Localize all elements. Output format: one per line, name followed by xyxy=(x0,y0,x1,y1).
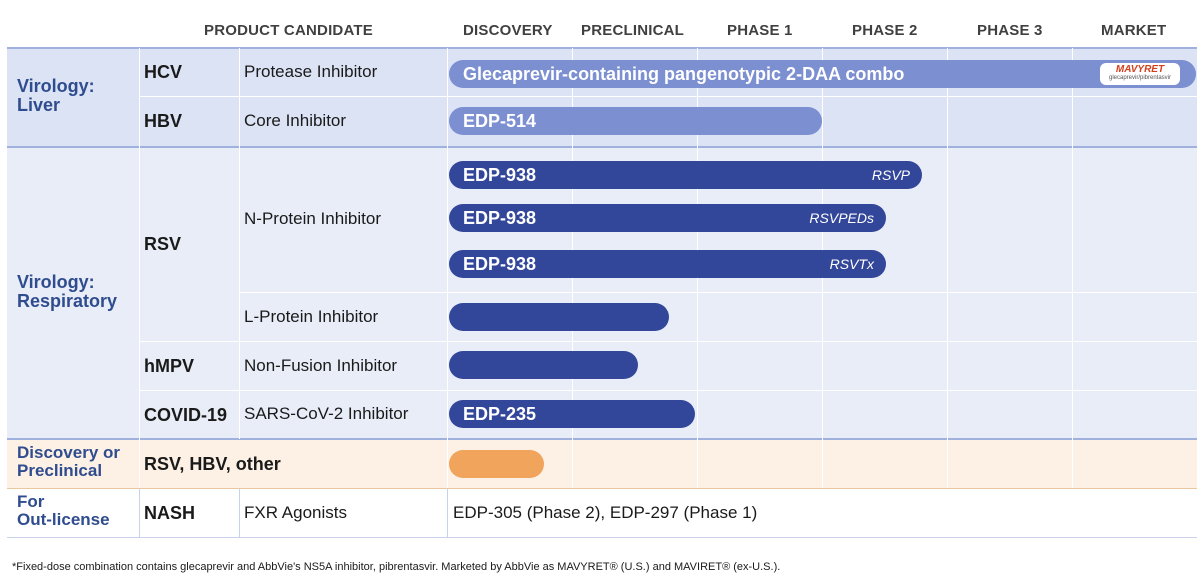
bar-rsv-3: EDP-938 RSVTx xyxy=(449,250,886,278)
bar-rsv-1-tag: RSVP xyxy=(871,167,910,183)
disease-covid: COVID-19 xyxy=(144,405,228,425)
group-liver-label: Virology: Liver xyxy=(17,76,95,115)
bar-covid: EDP-235 xyxy=(449,400,695,428)
bar-covid-name: EDP-235 xyxy=(463,404,537,424)
mechanism-l-protein: L-Protein Inhibitor xyxy=(244,307,379,326)
disease-hcv: HCV xyxy=(144,62,183,82)
divider-phase2 xyxy=(947,48,948,488)
bar-hbv-name: EDP-514 xyxy=(463,111,537,131)
disease-rsv: RSV xyxy=(144,234,182,254)
bar-rsv-1-name: EDP-938 xyxy=(463,165,537,185)
rule-rsv-hmpv xyxy=(139,341,1197,342)
mechanism-fxr: FXR Agonists xyxy=(244,503,347,522)
divider-out-1 xyxy=(139,489,140,537)
divider-phase3 xyxy=(1072,48,1073,488)
group-discovery-label: Discovery or Preclinical xyxy=(17,443,120,480)
bar-rsv-3-tag: RSVTx xyxy=(829,256,874,272)
bar-hbv: EDP-514 xyxy=(449,107,822,135)
rule-bottom xyxy=(7,537,1197,538)
mavyret-logo-subtitle: glecaprevir/pibrentasvir xyxy=(1108,75,1172,81)
group-outlicense-label: For Out-license xyxy=(17,492,110,529)
divider-group xyxy=(139,48,140,488)
header-product-candidate: PRODUCT CANDIDATE xyxy=(204,22,373,39)
header-discovery: DISCOVERY xyxy=(463,22,553,39)
rule-n-l xyxy=(239,292,1197,293)
disease-nash: NASH xyxy=(144,503,196,523)
header-phase1: PHASE 1 xyxy=(727,22,793,39)
mavyret-logo-title: MAVYRET xyxy=(1115,64,1165,75)
mechanism-protease: Protease Inhibitor xyxy=(244,62,378,81)
band-discovery xyxy=(7,439,1197,488)
bar-rsv-2-tag: RSVPEDs xyxy=(809,210,874,226)
rule-hcv-hbv xyxy=(139,96,1197,97)
bar-rsv-2-name: EDP-938 xyxy=(463,208,537,228)
divider-disease xyxy=(239,48,240,439)
bar-discovery xyxy=(449,450,544,478)
mechanism-non-fusion: Non-Fusion Inhibitor xyxy=(244,356,398,375)
disease-discovery: RSV, HBV, other xyxy=(144,454,281,474)
header-market: MARKET xyxy=(1101,22,1167,39)
rule-top xyxy=(7,47,1197,49)
bar-hcv: Glecaprevir-containing pangenotypic 2-DA… xyxy=(449,60,1196,88)
rule-liver-resp xyxy=(7,146,1197,148)
header-phase2: PHASE 2 xyxy=(852,22,918,39)
mechanism-sars: SARS-CoV-2 Inhibitor xyxy=(244,404,409,423)
divider-out-2 xyxy=(239,489,240,537)
divider-out-3 xyxy=(447,489,448,537)
bar-hmpv xyxy=(449,351,638,379)
rule-disc-out xyxy=(7,488,1197,489)
group-respiratory-label: Virology: Respiratory xyxy=(17,272,118,311)
bar-rsv-2: EDP-938 RSVPEDs xyxy=(449,204,886,232)
bar-rsv-3-name: EDP-938 xyxy=(463,254,537,274)
header-phase3: PHASE 3 xyxy=(977,22,1043,39)
mavyret-logo: MAVYRET glecaprevir/pibrentasvir xyxy=(1100,63,1180,85)
divider-mechanism xyxy=(447,48,448,488)
mechanism-core: Core Inhibitor xyxy=(244,111,347,130)
header-preclinical: PRECLINICAL xyxy=(581,22,685,39)
disease-hbv: HBV xyxy=(144,111,183,131)
bar-rsv-1: EDP-938 RSVP xyxy=(449,161,922,189)
bar-l-protein xyxy=(449,303,669,331)
mechanism-n-protein: N-Protein Inhibitor xyxy=(244,209,382,228)
disease-hmpv: hMPV xyxy=(144,356,195,376)
rule-hmpv-covid xyxy=(139,390,1197,391)
band-outlicense xyxy=(7,488,1197,537)
rule-resp-disc xyxy=(7,438,1197,440)
bar-hcv-name: Glecaprevir-containing pangenotypic 2-DA… xyxy=(463,64,905,84)
outlicense-programs: EDP-305 (Phase 2), EDP-297 (Phase 1) xyxy=(453,503,758,522)
footnote: *Fixed-dose combination contains glecapr… xyxy=(12,561,781,573)
